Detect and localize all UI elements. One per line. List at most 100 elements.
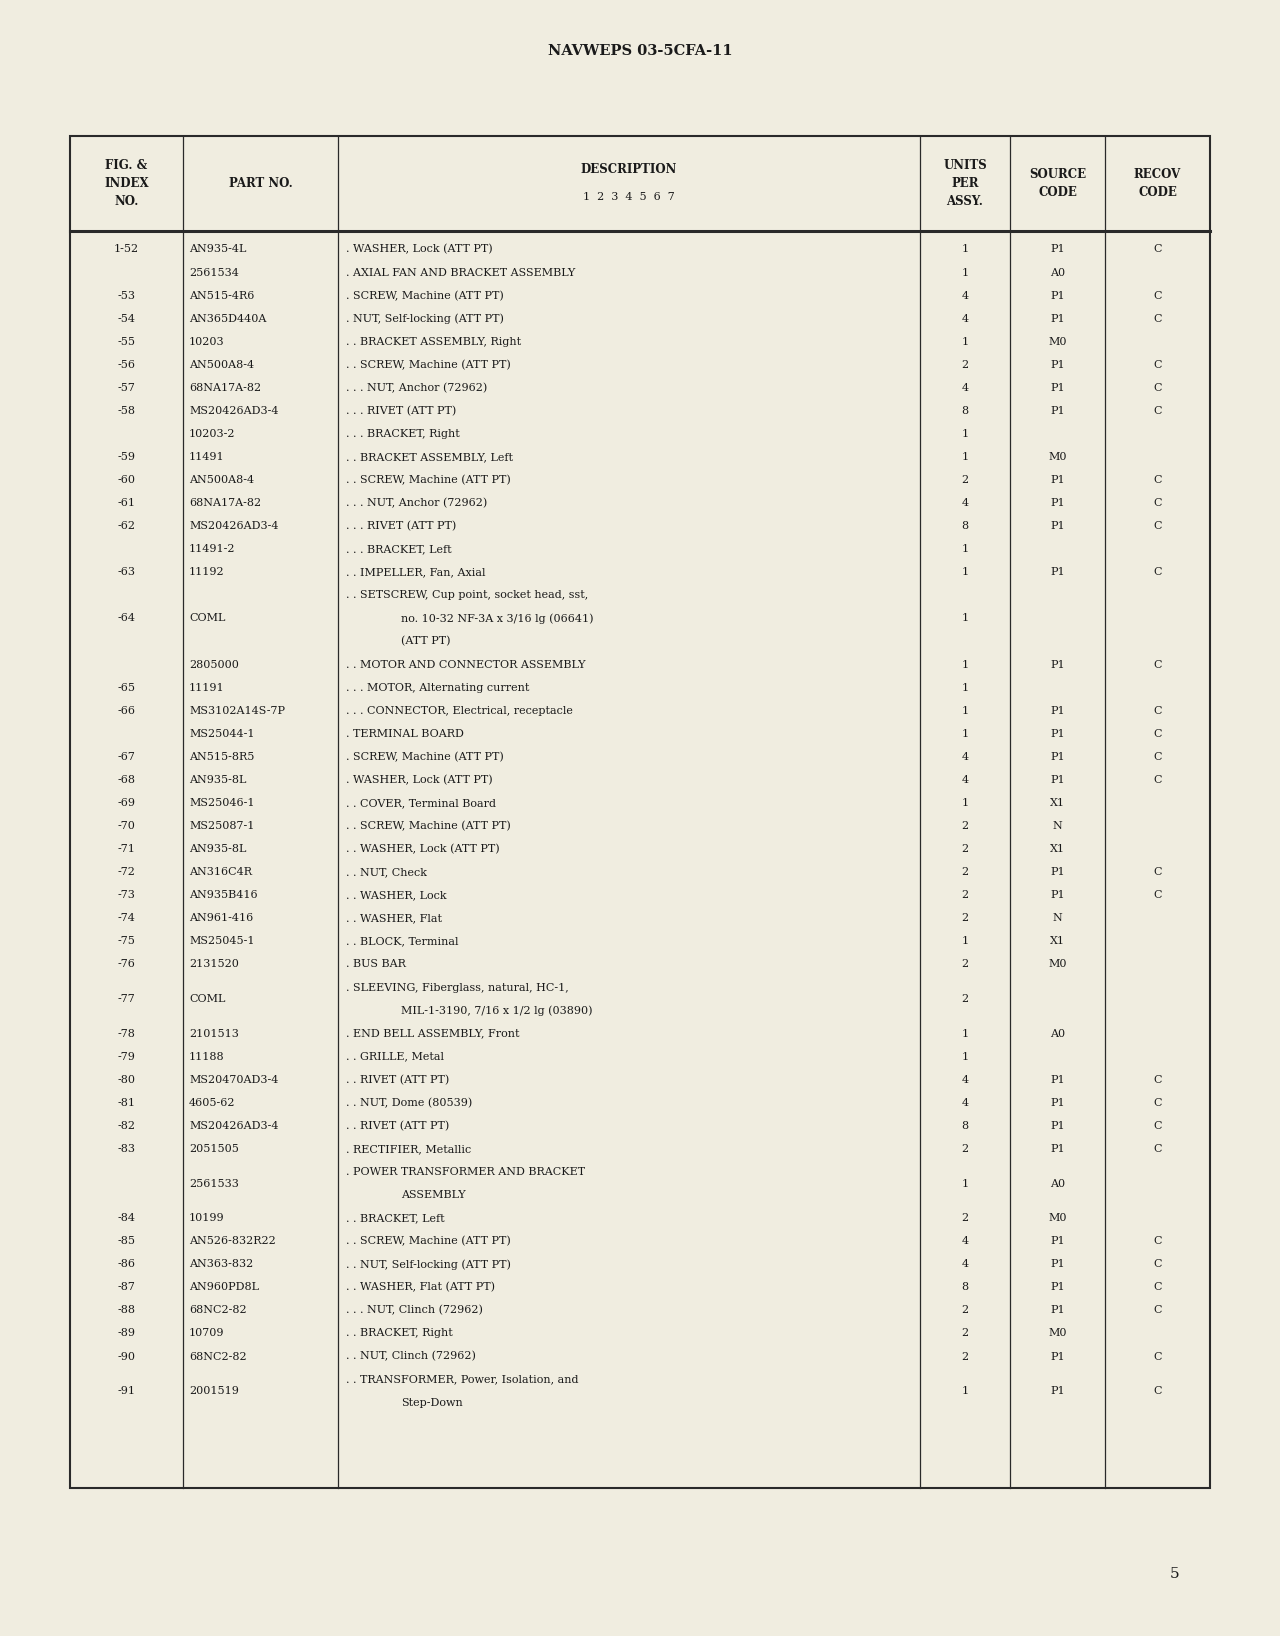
- Text: 2: 2: [961, 913, 969, 923]
- Text: MS20426AD3-4: MS20426AD3-4: [189, 1121, 279, 1130]
- Text: P1: P1: [1050, 1144, 1065, 1153]
- Text: C: C: [1153, 1260, 1162, 1270]
- Text: P1: P1: [1050, 1121, 1065, 1130]
- Text: . END BELL ASSEMBLY, Front: . END BELL ASSEMBLY, Front: [346, 1029, 520, 1039]
- Text: . . . NUT, Anchor (72962): . . . NUT, Anchor (72962): [346, 383, 488, 393]
- Text: AN935-8L: AN935-8L: [189, 844, 246, 854]
- Text: P1: P1: [1050, 474, 1065, 486]
- Text: -86: -86: [118, 1260, 136, 1270]
- Text: 4: 4: [961, 1075, 969, 1085]
- Text: -67: -67: [118, 753, 136, 762]
- Text: . . SCREW, Machine (ATT PT): . . SCREW, Machine (ATT PT): [346, 821, 511, 831]
- Text: -62: -62: [118, 522, 136, 532]
- Text: 2: 2: [961, 844, 969, 854]
- Text: 4: 4: [961, 383, 969, 393]
- Text: 1: 1: [961, 545, 969, 555]
- Text: AN515-8R5: AN515-8R5: [189, 753, 255, 762]
- Text: 4: 4: [961, 314, 969, 324]
- Text: . . TRANSFORMER, Power, Isolation, and: . . TRANSFORMER, Power, Isolation, and: [346, 1374, 579, 1384]
- Text: RECOV
CODE: RECOV CODE: [1134, 169, 1181, 200]
- Text: 2: 2: [961, 890, 969, 900]
- Text: P1: P1: [1050, 659, 1065, 669]
- Text: . . SCREW, Machine (ATT PT): . . SCREW, Machine (ATT PT): [346, 1237, 511, 1247]
- Text: 1: 1: [961, 1029, 969, 1039]
- Text: M0: M0: [1048, 337, 1066, 347]
- Text: 5: 5: [1170, 1567, 1180, 1580]
- Text: 2: 2: [961, 959, 969, 970]
- Text: . BUS BAR: . BUS BAR: [346, 959, 406, 970]
- Text: C: C: [1153, 659, 1162, 669]
- Text: P1: P1: [1050, 705, 1065, 715]
- Text: 2805000: 2805000: [189, 659, 239, 669]
- Text: M0: M0: [1048, 959, 1066, 970]
- Text: P1: P1: [1050, 728, 1065, 739]
- Text: 1: 1: [961, 705, 969, 715]
- Text: AN363-832: AN363-832: [189, 1260, 253, 1270]
- Text: 1: 1: [961, 936, 969, 946]
- Text: DESCRIPTION: DESCRIPTION: [581, 164, 677, 177]
- Text: P1: P1: [1050, 1283, 1065, 1292]
- Text: AN960PD8L: AN960PD8L: [189, 1283, 259, 1292]
- Text: C: C: [1153, 1351, 1162, 1361]
- Text: Step-Down: Step-Down: [401, 1397, 463, 1407]
- Text: . . NUT, Self-locking (ATT PT): . . NUT, Self-locking (ATT PT): [346, 1260, 511, 1270]
- Text: NAVWEPS 03-5CFA-11: NAVWEPS 03-5CFA-11: [548, 44, 732, 57]
- Text: AN365D440A: AN365D440A: [189, 314, 266, 324]
- Text: P1: P1: [1050, 867, 1065, 877]
- Text: MS20470AD3-4: MS20470AD3-4: [189, 1075, 278, 1085]
- Text: -87: -87: [118, 1283, 136, 1292]
- Text: 10203-2: 10203-2: [189, 429, 236, 438]
- Text: C: C: [1153, 522, 1162, 532]
- Text: MS25087-1: MS25087-1: [189, 821, 255, 831]
- Text: AN935B416: AN935B416: [189, 890, 257, 900]
- Text: 8: 8: [961, 1121, 969, 1130]
- Text: 1: 1: [961, 452, 969, 461]
- Text: . . . BRACKET, Right: . . . BRACKET, Right: [346, 429, 460, 438]
- Text: -56: -56: [118, 360, 136, 370]
- Text: 10709: 10709: [189, 1328, 224, 1338]
- Text: 4: 4: [961, 291, 969, 301]
- Text: C: C: [1153, 705, 1162, 715]
- Text: P1: P1: [1050, 753, 1065, 762]
- Text: 8: 8: [961, 1283, 969, 1292]
- Text: SOURCE
CODE: SOURCE CODE: [1029, 169, 1085, 200]
- Text: C: C: [1153, 753, 1162, 762]
- Text: C: C: [1153, 314, 1162, 324]
- Text: 2: 2: [961, 1214, 969, 1224]
- Text: -69: -69: [118, 798, 136, 808]
- Text: 1: 1: [961, 429, 969, 438]
- Text: . . BRACKET ASSEMBLY, Right: . . BRACKET ASSEMBLY, Right: [346, 337, 521, 347]
- Text: 68NA17A-82: 68NA17A-82: [189, 497, 261, 509]
- Text: 1  2  3  4  5  6  7: 1 2 3 4 5 6 7: [584, 193, 675, 203]
- Text: X1: X1: [1050, 844, 1065, 854]
- Text: P1: P1: [1050, 1237, 1065, 1247]
- Text: MS25044-1: MS25044-1: [189, 728, 255, 739]
- Text: . . NUT, Dome (80539): . . NUT, Dome (80539): [346, 1098, 472, 1108]
- Text: MS20426AD3-4: MS20426AD3-4: [189, 522, 279, 532]
- Text: 2: 2: [961, 821, 969, 831]
- Text: -80: -80: [118, 1075, 136, 1085]
- Text: . WASHER, Lock (ATT PT): . WASHER, Lock (ATT PT): [346, 244, 493, 255]
- Text: ASSEMBLY: ASSEMBLY: [401, 1189, 466, 1201]
- Text: C: C: [1153, 406, 1162, 416]
- Text: C: C: [1153, 474, 1162, 486]
- Text: N: N: [1052, 913, 1062, 923]
- Text: -77: -77: [118, 995, 136, 1005]
- Text: . . BLOCK, Terminal: . . BLOCK, Terminal: [346, 936, 458, 946]
- Text: AN500A8-4: AN500A8-4: [189, 474, 255, 486]
- Text: A0: A0: [1050, 268, 1065, 278]
- Text: 1: 1: [961, 682, 969, 692]
- Text: 68NC2-82: 68NC2-82: [189, 1351, 247, 1361]
- Text: . . SETSCREW, Cup point, socket head, sst,: . . SETSCREW, Cup point, socket head, ss…: [346, 591, 589, 600]
- Text: P1: P1: [1050, 568, 1065, 578]
- Text: 1: 1: [961, 268, 969, 278]
- Text: MS20426AD3-4: MS20426AD3-4: [189, 406, 279, 416]
- Text: 2101513: 2101513: [189, 1029, 239, 1039]
- Text: . . SCREW, Machine (ATT PT): . . SCREW, Machine (ATT PT): [346, 474, 511, 486]
- Text: -59: -59: [118, 452, 136, 461]
- Text: -66: -66: [118, 705, 136, 715]
- Text: 11192: 11192: [189, 568, 224, 578]
- Text: . . NUT, Check: . . NUT, Check: [346, 867, 428, 877]
- Text: 10199: 10199: [189, 1214, 224, 1224]
- Text: 11491-2: 11491-2: [189, 545, 236, 555]
